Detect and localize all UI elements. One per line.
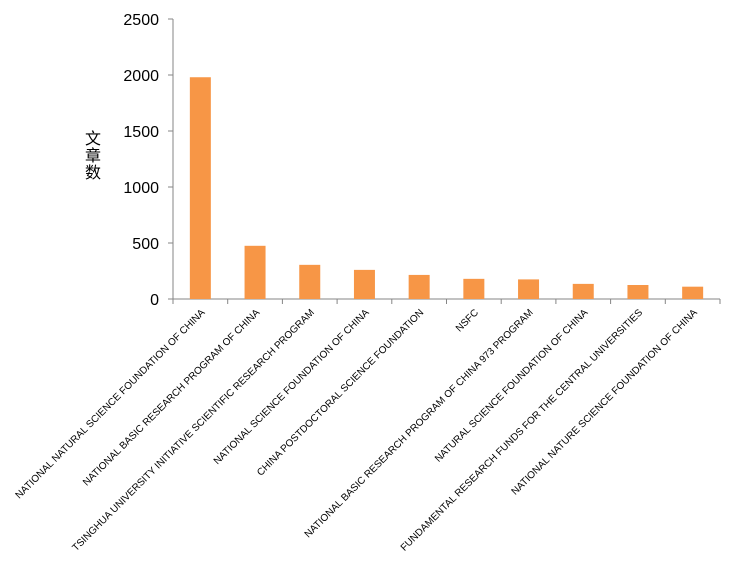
x-tick-label: NSFC xyxy=(454,307,481,334)
bar xyxy=(244,245,266,299)
x-tick-label: FUNDAMENTAL RESEARCH FUNDS FOR THE CENTR… xyxy=(399,307,645,553)
y-tick-label: 2000 xyxy=(123,68,159,85)
bar xyxy=(189,77,211,300)
bar xyxy=(463,278,485,299)
x-tick-label: TSINGHUA UNIVERSITY INITIATIVE SCIENTIFI… xyxy=(70,307,316,553)
y-axis-label: 文章数 xyxy=(82,130,101,181)
y-tick-label: 2500 xyxy=(123,12,159,29)
y-tick-label: 1500 xyxy=(123,124,159,141)
y-tick-label: 500 xyxy=(132,236,159,253)
bar xyxy=(572,283,594,299)
bar xyxy=(518,279,540,299)
bar xyxy=(299,264,321,299)
bar xyxy=(627,285,649,299)
y-tick-label: 0 xyxy=(150,292,159,309)
y-tick-label: 1000 xyxy=(123,180,159,197)
x-tick-label: NATIONAL NATURE SCIENCE FOUNDATION OF CH… xyxy=(510,307,700,497)
x-tick-label: NATIONAL NATURAL SCIENCE FOUNDATION OF C… xyxy=(14,307,208,501)
bar xyxy=(353,269,375,299)
bar xyxy=(682,286,704,299)
bar xyxy=(408,274,430,299)
